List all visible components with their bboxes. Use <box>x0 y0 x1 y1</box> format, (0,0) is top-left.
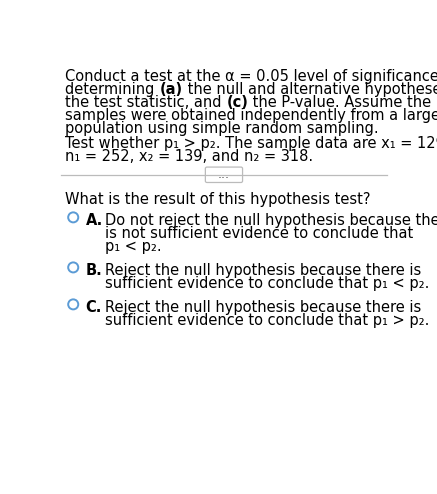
Text: p₁ < p₂.: p₁ < p₂. <box>105 239 162 254</box>
Text: sufficient evidence to conclude that p₁ < p₂.: sufficient evidence to conclude that p₁ … <box>105 276 430 290</box>
FancyBboxPatch shape <box>205 167 243 182</box>
Text: Reject the null hypothesis because there is: Reject the null hypothesis because there… <box>105 299 421 315</box>
Text: Do not reject the null hypothesis because there: Do not reject the null hypothesis becaus… <box>105 212 437 228</box>
Text: (c): (c) <box>227 95 249 110</box>
Text: What is the result of this hypothesis test?: What is the result of this hypothesis te… <box>66 192 371 206</box>
Text: Reject the null hypothesis because there is: Reject the null hypothesis because there… <box>105 262 421 278</box>
Text: A.: A. <box>86 212 103 228</box>
Text: determining: determining <box>66 82 160 97</box>
Text: B.: B. <box>86 262 102 278</box>
Text: ...: ... <box>218 168 230 181</box>
Text: sufficient evidence to conclude that p₁ > p₂.: sufficient evidence to conclude that p₁ … <box>105 313 430 328</box>
Text: population using simple random sampling.: population using simple random sampling. <box>66 121 379 136</box>
Text: n₁ = 252, x₂ = 139, and n₂ = 318.: n₁ = 252, x₂ = 139, and n₂ = 318. <box>66 149 314 165</box>
Text: the P-value. Assume the: the P-value. Assume the <box>249 95 432 110</box>
Text: Test whether p₁ > p₂. The sample data are x₁ = 129,: Test whether p₁ > p₂. The sample data ar… <box>66 136 437 151</box>
Text: is not sufficient evidence to conclude that: is not sufficient evidence to conclude t… <box>105 226 413 241</box>
Text: samples were obtained independently from a large: samples were obtained independently from… <box>66 108 437 123</box>
Text: Conduct a test at the α = 0.05 level of significance by: Conduct a test at the α = 0.05 level of … <box>66 69 437 83</box>
Text: the null and alternative hypotheses,: the null and alternative hypotheses, <box>183 82 437 97</box>
Text: C.: C. <box>86 299 102 315</box>
Text: (a): (a) <box>160 82 183 97</box>
Text: the test statistic, and: the test statistic, and <box>66 95 227 110</box>
